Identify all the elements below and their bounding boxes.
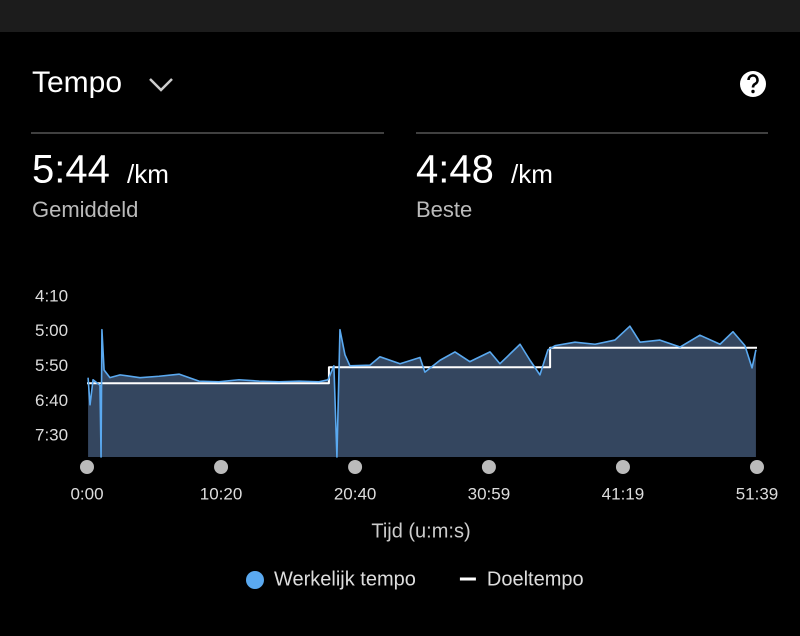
legend-label: Werkelijk tempo [274,568,416,590]
legend-label: Doeltempo [487,568,584,590]
x-tick-mark [615,460,630,474]
y-tick-label: 5:00 [35,321,68,340]
y-tick-label: 5:50 [35,356,68,375]
x-tick-mark [214,460,229,474]
x-axis-title: Tijd (u:m:s) [371,520,470,542]
x-tick-mark [80,460,94,474]
panel-title[interactable]: Tempo [32,66,122,99]
x-tick-label: 41:19 [602,484,645,503]
stat-unit: /km [127,159,169,189]
x-tick-mark [348,460,363,474]
x-tick-label: 30:59 [468,484,511,503]
dropdown-chevron[interactable] [149,78,173,92]
stat-label: Beste [416,197,472,222]
top-bar [0,0,800,32]
series-line [87,325,757,458]
x-tick-label: 20:40 [334,484,377,503]
y-tick-label: 7:30 [35,426,68,445]
area [88,326,756,457]
stat-unit: /km [511,159,553,189]
x-tick-mark [481,460,496,474]
y-tick-label: 4:10 [35,286,68,305]
stat-value: 4:48 [416,148,494,192]
stat-value: 5:44 [32,148,110,192]
x-tick-mark [750,460,764,474]
stat-label: Gemiddeld [32,197,138,222]
legend-swatch [246,571,264,589]
y-tick-label: 6:40 [35,391,68,410]
x-tick-label: 10:20 [200,484,243,503]
x-tick-label: 0:00 [70,484,103,503]
series-line [87,346,757,385]
help-icon[interactable] [740,71,766,97]
x-tick-label: 51:39 [736,484,779,503]
